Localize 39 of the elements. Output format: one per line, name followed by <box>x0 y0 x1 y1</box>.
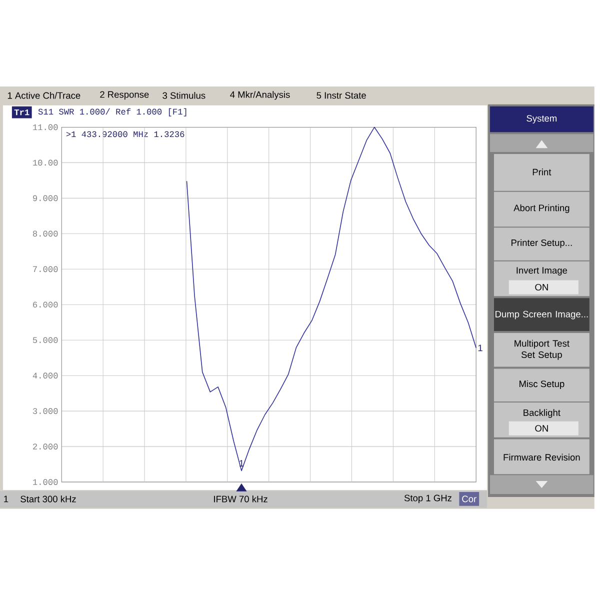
text: ON <box>535 424 548 432</box>
y-tick-label: 9.000 <box>33 195 58 201</box>
y-tick-label: 5.000 <box>32 337 58 343</box>
text: 3 Stimulus <box>162 92 206 99</box>
text: 1 Active Ch/Trace <box>8 92 80 99</box>
text: Dump Screen Image... <box>496 310 588 320</box>
y-tick-label: 8.000 <box>32 230 58 236</box>
text: Invert Image <box>516 267 568 276</box>
text: System <box>526 114 557 124</box>
text: 2 Response <box>100 91 149 100</box>
y-tick-label: 6.000 <box>33 302 58 308</box>
text: ON <box>535 284 548 290</box>
text: Firmware Revision <box>504 454 580 460</box>
text: Start 300 kHz <box>20 495 76 502</box>
text: Misc Setup <box>520 380 564 389</box>
y-tick-label: 11.00 <box>33 124 58 130</box>
text: Stop 1 GHz <box>404 494 452 503</box>
text: Cor <box>462 495 476 502</box>
y-tick-label: 10.00 <box>33 160 58 166</box>
text: 5 Instr State <box>316 92 366 99</box>
text: 1 <box>4 496 8 502</box>
y-tick-label: 1.000 <box>33 478 58 485</box>
annotation: 1 <box>240 460 244 466</box>
annotation: >1 433.92000 MHz 1.3236 <box>66 131 184 137</box>
text: Multiport Test Set Setup <box>514 340 570 360</box>
text: 4 Mkr/Analysis <box>230 90 290 100</box>
text: Abort Printing <box>514 204 570 213</box>
y-tick-label: 3.000 <box>32 408 58 414</box>
text: Tr1 <box>14 109 30 115</box>
text: IFBW 70 kHz <box>214 495 268 502</box>
text: Print <box>532 168 552 176</box>
y-tick-label: 2.000 <box>33 443 58 450</box>
line-series <box>186 126 476 471</box>
text: 1 <box>478 344 482 351</box>
text: Printer Setup... <box>512 239 572 248</box>
y-tick-label: 7.000 <box>33 266 58 272</box>
y-tick-label: 4.000 <box>32 372 58 378</box>
text: Backlight <box>524 408 560 418</box>
chart-title: S11 SWR 1.000/ Ref 1.000 [F1] <box>38 108 186 116</box>
